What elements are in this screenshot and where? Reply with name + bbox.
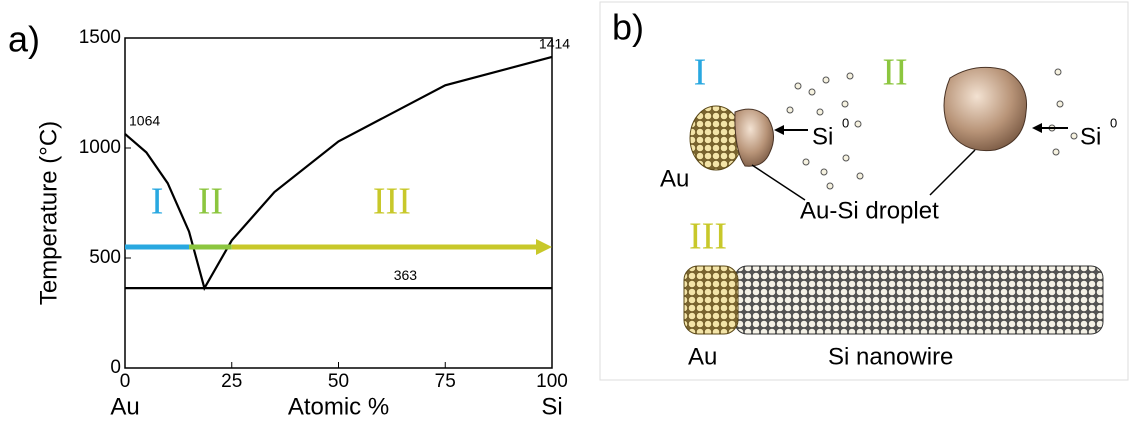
page: a) b) I Si 0 Au II Si 0 Au-Si droplet II…	[0, 0, 1138, 436]
label: Si	[1080, 123, 1101, 150]
label: Si	[812, 123, 833, 150]
stage-label: III	[689, 216, 727, 258]
leader-line	[752, 150, 975, 200]
region-label: I	[151, 181, 164, 223]
x-tick-label: 100	[536, 371, 568, 392]
arrowhead	[1032, 123, 1042, 133]
y-axis-label: Temperature (°C)	[35, 121, 62, 305]
region-label: II	[198, 181, 223, 223]
gold-tip	[684, 266, 738, 334]
annotation: 1064	[129, 113, 160, 129]
stage-label: II	[882, 52, 907, 94]
x-tick-label: 50	[328, 371, 349, 392]
x-tick-label: 25	[221, 371, 242, 392]
curve	[125, 57, 552, 288]
label: 0	[1110, 115, 1117, 130]
annotation: 363	[394, 267, 418, 283]
panel-label: a)	[8, 19, 40, 60]
x-end-label: Si	[541, 393, 562, 420]
arrowhead	[536, 239, 552, 255]
label: Au	[688, 343, 717, 370]
droplet	[735, 109, 774, 166]
panel-label: b)	[612, 7, 644, 48]
y-tick-label: 500	[89, 247, 121, 268]
plot-frame	[125, 38, 552, 368]
arrowhead	[774, 125, 784, 135]
label: Au	[660, 165, 689, 192]
y-tick-label: 1000	[79, 137, 121, 158]
x-tick-label: 0	[120, 371, 131, 392]
nanowire	[735, 266, 1103, 334]
label: 0	[842, 115, 849, 130]
label: Au-Si droplet	[800, 197, 939, 224]
label: Si nanowire	[828, 343, 953, 370]
x-tick-label: 75	[435, 371, 456, 392]
x-axis-label: Atomic %	[288, 393, 389, 420]
x-end-label: Au	[110, 393, 139, 420]
region-label: III	[373, 181, 411, 223]
droplet	[944, 67, 1027, 150]
gold-cluster	[690, 106, 742, 170]
y-tick-label: 1500	[79, 27, 121, 48]
figure: a) b) I Si 0 Au II Si 0 Au-Si droplet II…	[0, 0, 1138, 436]
stage-label: I	[694, 52, 707, 94]
annotation: 1414	[539, 36, 570, 52]
